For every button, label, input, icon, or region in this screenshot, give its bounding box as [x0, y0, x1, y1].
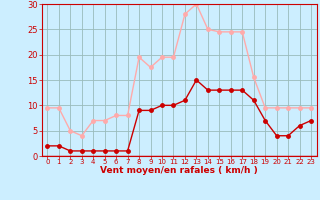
- X-axis label: Vent moyen/en rafales ( km/h ): Vent moyen/en rafales ( km/h ): [100, 166, 258, 175]
